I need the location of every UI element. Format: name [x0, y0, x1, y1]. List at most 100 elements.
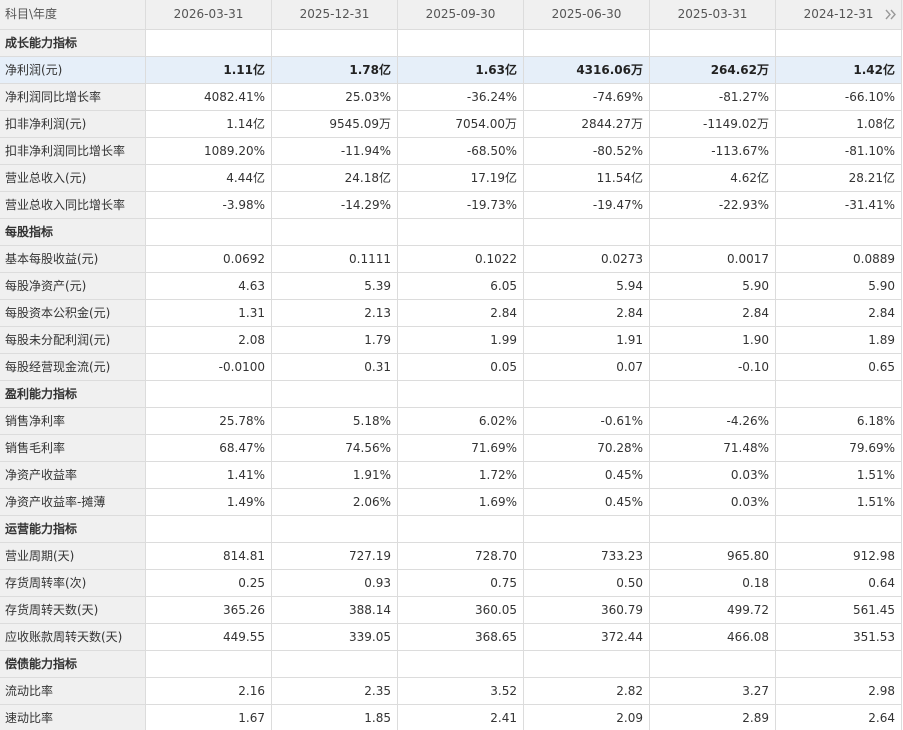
- cell-value: 1.08亿: [776, 111, 902, 138]
- cell-value: 351.53: [776, 624, 902, 651]
- cell-value: 2844.27万: [524, 111, 650, 138]
- cell-value: 0.0273: [524, 246, 650, 273]
- empty-cell: [650, 219, 776, 246]
- data-row: 每股资本公积金(元) 1.31 2.13 2.84 2.84 2.84 2.84: [0, 300, 903, 327]
- period-header[interactable]: 2025-03-31: [650, 0, 776, 30]
- cell-value: 5.18%: [272, 408, 398, 435]
- empty-cell: [272, 516, 398, 543]
- cell-value: 372.44: [524, 624, 650, 651]
- cell-value: 0.31: [272, 354, 398, 381]
- cell-value: 2.35: [272, 678, 398, 705]
- cell-value: -0.10: [650, 354, 776, 381]
- cell-value: 365.26: [146, 597, 272, 624]
- cell-value: 2.89: [650, 705, 776, 730]
- cell-value: 7054.00万: [398, 111, 524, 138]
- empty-cell: [272, 651, 398, 678]
- cell-value: 727.19: [272, 543, 398, 570]
- cell-value: 2.06%: [272, 489, 398, 516]
- period-header[interactable]: 2026-03-31: [146, 0, 272, 30]
- row-name: 基本每股收益(元): [0, 246, 146, 273]
- cell-value: 1.49%: [146, 489, 272, 516]
- data-row: 每股净资产(元) 4.63 5.39 6.05 5.94 5.90 5.90: [0, 273, 903, 300]
- cell-value: 17.19亿: [398, 165, 524, 192]
- cell-value: 0.07: [524, 354, 650, 381]
- cell-value: -1149.02万: [650, 111, 776, 138]
- row-name: 净资产收益率: [0, 462, 146, 489]
- row-name: 扣非净利润(元): [0, 111, 146, 138]
- header-row: 科目\年度 2026-03-31 2025-12-31 2025-09-30 2025-…: [0, 0, 903, 30]
- empty-cell: [272, 30, 398, 57]
- data-row: 每股未分配利润(元) 2.08 1.79 1.99 1.91 1.90 1.89: [0, 327, 903, 354]
- period-header[interactable]: 2025-12-31: [272, 0, 398, 30]
- empty-cell: [650, 516, 776, 543]
- cell-value: 5.90: [650, 273, 776, 300]
- cell-value: 0.0889: [776, 246, 902, 273]
- cell-value: 339.05: [272, 624, 398, 651]
- section-row: 盈利能力指标: [0, 381, 903, 408]
- data-row: 每股经营现金流(元) -0.0100 0.31 0.05 0.07 -0.10 0.65: [0, 354, 903, 381]
- cell-value: 71.48%: [650, 435, 776, 462]
- cell-value: 0.50: [524, 570, 650, 597]
- cell-value: 2.84: [398, 300, 524, 327]
- data-row: 净利润(元) 1.11亿 1.78亿 1.63亿 4316.06万 264.62万 1.42…: [0, 57, 903, 84]
- cell-value: 4.62亿: [650, 165, 776, 192]
- cell-value: 5.90: [776, 273, 902, 300]
- data-row: 扣非净利润同比增长率 1089.20% -11.94% -68.50% -80.52% -…: [0, 138, 903, 165]
- cell-value: -3.98%: [146, 192, 272, 219]
- cell-value: 1.78亿: [272, 57, 398, 84]
- section-title: 每股指标: [0, 219, 146, 246]
- cell-value: -11.94%: [272, 138, 398, 165]
- cell-value: 449.55: [146, 624, 272, 651]
- cell-value: 368.65: [398, 624, 524, 651]
- cell-value: 6.02%: [398, 408, 524, 435]
- cell-value: -80.52%: [524, 138, 650, 165]
- cell-value: 912.98: [776, 543, 902, 570]
- cell-value: 5.94: [524, 273, 650, 300]
- empty-cell: [146, 219, 272, 246]
- cell-value: 71.69%: [398, 435, 524, 462]
- cell-value: 1.51%: [776, 489, 902, 516]
- cell-value: 1.99: [398, 327, 524, 354]
- data-row: 存货周转天数(天) 365.26 388.14 360.05 360.79 499.72 5…: [0, 597, 903, 624]
- section-title: 成长能力指标: [0, 30, 146, 57]
- cell-value: 0.1022: [398, 246, 524, 273]
- row-name: 存货周转率(次): [0, 570, 146, 597]
- cell-value: 561.45: [776, 597, 902, 624]
- empty-cell: [776, 516, 902, 543]
- cell-value: 2.82: [524, 678, 650, 705]
- row-name: 每股未分配利润(元): [0, 327, 146, 354]
- cell-value: -22.93%: [650, 192, 776, 219]
- data-row: 营业总收入(元) 4.44亿 24.18亿 17.19亿 11.54亿 4.62亿 28.2…: [0, 165, 903, 192]
- cell-value: 0.64: [776, 570, 902, 597]
- cell-value: -68.50%: [398, 138, 524, 165]
- empty-cell: [650, 651, 776, 678]
- period-header[interactable]: 2024-12-31: [776, 0, 902, 30]
- data-row: 流动比率 2.16 2.35 3.52 2.82 3.27 2.98: [0, 678, 903, 705]
- empty-cell: [524, 381, 650, 408]
- row-name: 销售毛利率: [0, 435, 146, 462]
- more-icon[interactable]: [885, 9, 897, 20]
- data-row: 基本每股收益(元) 0.0692 0.1111 0.1022 0.0273 0.0017 0…: [0, 246, 903, 273]
- empty-cell: [776, 219, 902, 246]
- empty-cell: [146, 30, 272, 57]
- cell-value: -31.41%: [776, 192, 902, 219]
- empty-cell: [146, 381, 272, 408]
- empty-cell: [146, 651, 272, 678]
- row-name: 每股净资产(元): [0, 273, 146, 300]
- row-name: 流动比率: [0, 678, 146, 705]
- cell-value: -81.27%: [650, 84, 776, 111]
- empty-cell: [650, 381, 776, 408]
- cell-value: 0.0692: [146, 246, 272, 273]
- section-row: 偿债能力指标: [0, 651, 903, 678]
- period-header[interactable]: 2025-06-30: [524, 0, 650, 30]
- period-header[interactable]: 2025-09-30: [398, 0, 524, 30]
- data-row: 营业周期(天) 814.81 727.19 728.70 733.23 965.80 912…: [0, 543, 903, 570]
- data-row: 扣非净利润(元) 1.14亿 9545.09万 7054.00万 2844.27万 -11…: [0, 111, 903, 138]
- empty-cell: [524, 30, 650, 57]
- empty-cell: [272, 381, 398, 408]
- cell-value: 733.23: [524, 543, 650, 570]
- cell-value: 4.63: [146, 273, 272, 300]
- cell-value: 2.84: [524, 300, 650, 327]
- cell-value: -74.69%: [524, 84, 650, 111]
- cell-value: 814.81: [146, 543, 272, 570]
